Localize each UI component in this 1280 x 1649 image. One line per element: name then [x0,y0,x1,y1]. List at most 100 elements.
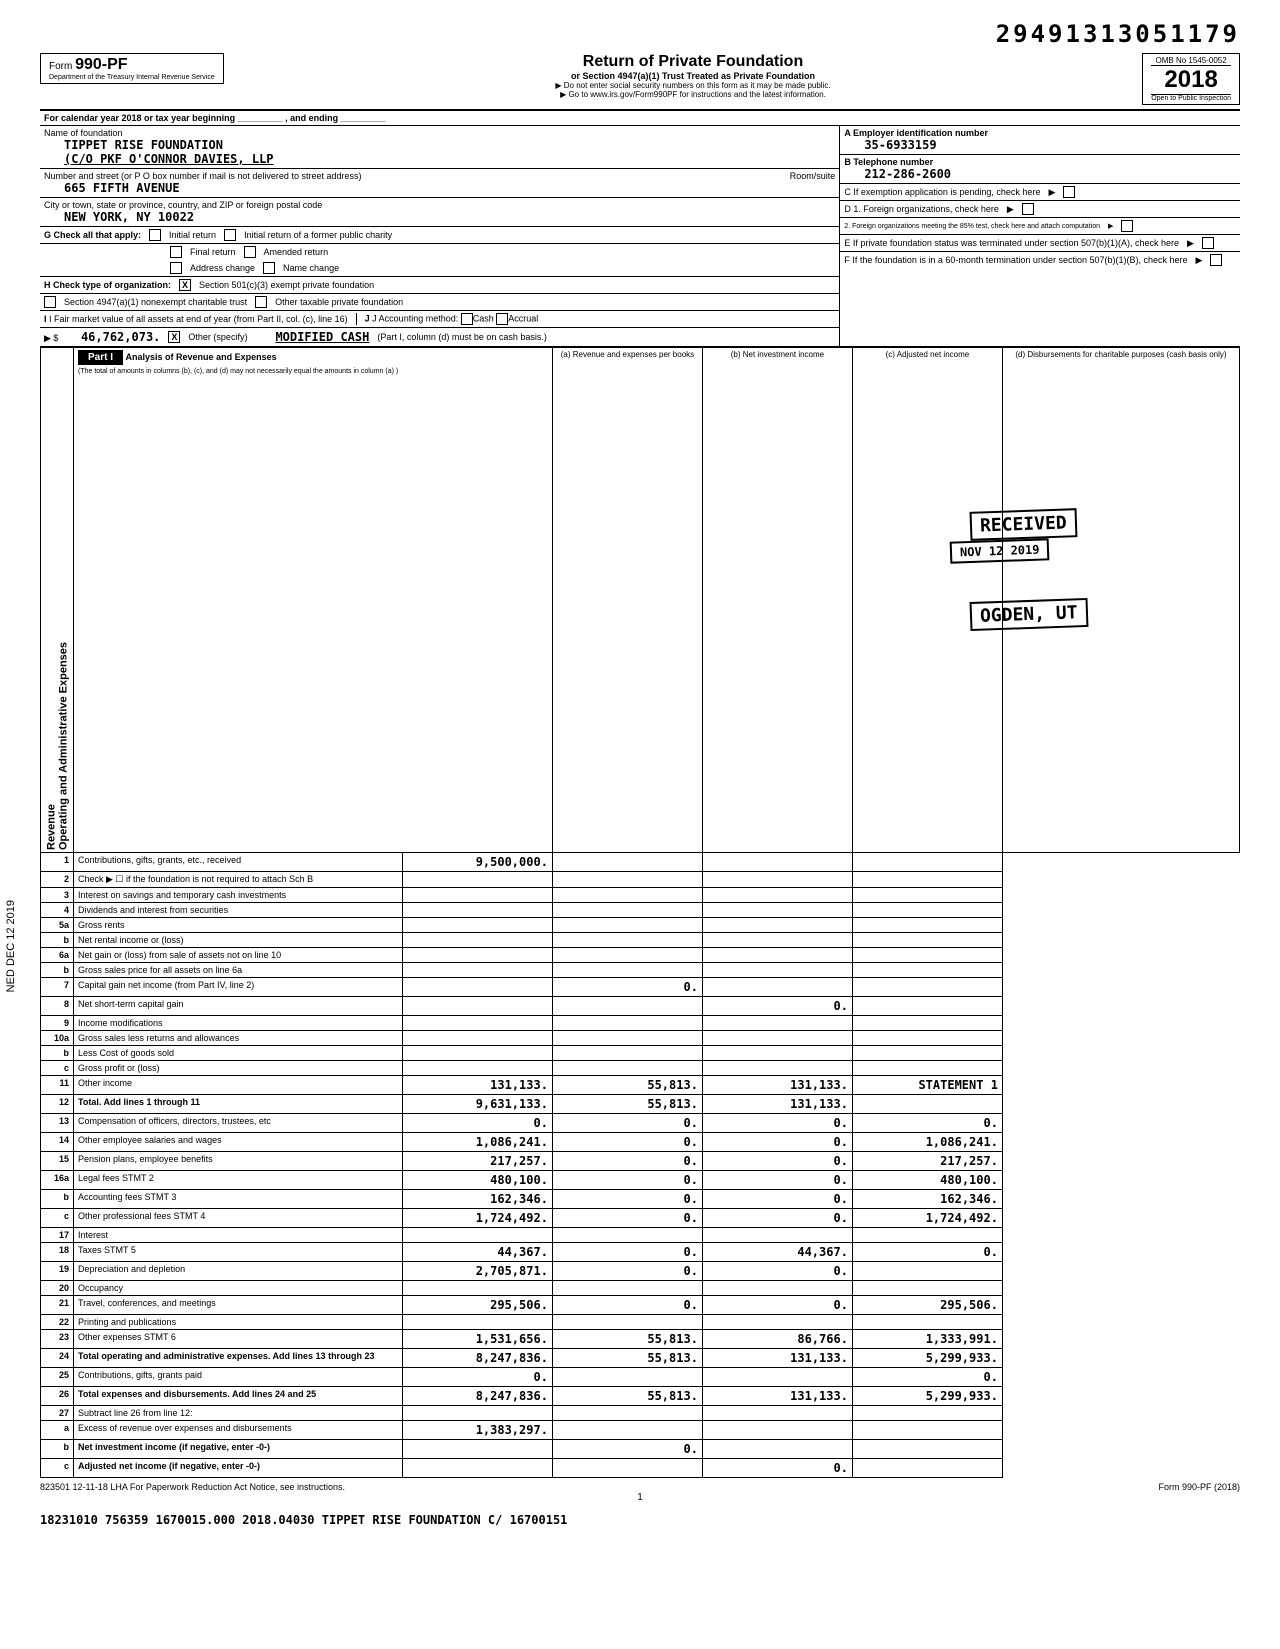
col-d-value [852,872,1002,888]
col-b-value [552,872,702,888]
col-d-value [852,1262,1002,1281]
col-b-value: 55,813. [552,1349,702,1368]
col-a-value [402,978,552,997]
col-a-value [402,933,552,948]
checkbox-accrual[interactable] [496,313,508,325]
table-row: cAdjusted net income (if negative, enter… [41,1459,1240,1478]
row-number: 19 [41,1262,74,1281]
tax-year: 2018 [1151,66,1231,94]
row-number: b [41,1046,74,1061]
table-row: bNet rental income or (loss) [41,933,1240,948]
col-a-value [402,918,552,933]
col-b-value [552,1406,702,1421]
col-c-value [702,1031,852,1046]
col-d-value [852,903,1002,918]
col-a-value [402,997,552,1016]
table-row: 15Pension plans, employee benefits217,25… [41,1152,1240,1171]
row-label: Gross sales less returns and allowances [74,1031,403,1046]
row-label: Gross rents [74,918,403,933]
col-a-value: 8,247,836. [402,1387,552,1406]
col-a-value [402,963,552,978]
col-a-value [402,1406,552,1421]
section-ij: I I Fair market value of all assets at e… [40,311,839,328]
col-d-value [852,1406,1002,1421]
col-b-header: (b) Net investment income [702,348,852,853]
row-label: Other employee salaries and wages [74,1133,403,1152]
col-b-value [552,1459,702,1478]
col-c-value: 0. [702,1133,852,1152]
row-number: 17 [41,1228,74,1243]
col-b-value [552,1421,702,1440]
omb-number: OMB No 1545-0052 [1151,56,1231,66]
row-label: Travel, conferences, and meetings [74,1296,403,1315]
table-row: 7Capital gain net income (from Part IV, … [41,978,1240,997]
col-b-value: 55,813. [552,1330,702,1349]
checkbox-e[interactable] [1202,237,1214,249]
col-c-value [702,1406,852,1421]
checkbox-d1[interactable] [1022,203,1034,215]
row-label: Other income [74,1076,403,1095]
row-label: Other expenses STMT 6 [74,1330,403,1349]
checkbox-former[interactable] [224,229,236,241]
col-b-value [552,1061,702,1076]
row-label: Printing and publications [74,1315,403,1330]
row-label: Total expenses and disbursements. Add li… [74,1387,403,1406]
checkbox-namechange[interactable] [263,262,275,274]
checkbox-address[interactable] [170,262,182,274]
col-c-value [702,903,852,918]
row-number: 16a [41,1171,74,1190]
name-cell: Name of foundation TIPPET RISE FOUNDATIO… [40,126,839,169]
col-b-value: 0. [552,1133,702,1152]
col-c-value [702,1440,852,1459]
checkbox-c[interactable] [1063,186,1075,198]
checkbox-501c3[interactable]: X [179,279,191,291]
col-a-value: 1,086,241. [402,1133,552,1152]
phone: 212-286-2600 [844,167,951,181]
row-label: Total operating and administrative expen… [74,1349,403,1368]
table-row: bAccounting fees STMT 3162,346.0.0.162,3… [41,1190,1240,1209]
checkbox-f[interactable] [1210,254,1222,266]
col-c-value [702,978,852,997]
row-label: Taxes STMT 5 [74,1243,403,1262]
col-d-value [852,918,1002,933]
col-c-value: 44,367. [702,1243,852,1262]
col-b-value [552,1368,702,1387]
col-d-value: 480,100. [852,1171,1002,1190]
checkbox-other-tax[interactable] [255,296,267,308]
col-d-value: 217,257. [852,1152,1002,1171]
table-row: 6aNet gain or (loss) from sale of assets… [41,948,1240,963]
col-a-value [402,888,552,903]
box-d2: 2. Foreign organizations meeting the 85%… [840,218,1240,235]
col-b-value: 55,813. [552,1387,702,1406]
row-label: Less Cost of goods sold [74,1046,403,1061]
table-row: 2Check ▶ ☐ if the foundation is not requ… [41,872,1240,888]
checkbox-other-method[interactable]: X [168,331,180,343]
col-c-value [702,918,852,933]
table-row: 10aGross sales less returns and allowanc… [41,1031,1240,1046]
col-d-value [852,853,1002,872]
box-a: A Employer identification number 35-6933… [840,126,1240,155]
form-dept: Department of the Treasury Internal Reve… [49,74,215,81]
row-label: Net rental income or (loss) [74,933,403,948]
checkbox-d2[interactable] [1121,220,1133,232]
row-label: Interest on savings and temporary cash i… [74,888,403,903]
row-number: 20 [41,1281,74,1296]
col-a-value: 162,346. [402,1190,552,1209]
box-e: E If private foundation status was termi… [840,235,1240,252]
checkbox-cash[interactable] [461,313,473,325]
date-stamp: NOV 12 2019 [950,538,1050,563]
form-note2: ▶ Go to www.irs.gov/Form990PF for instru… [244,90,1142,99]
part1-header: Part I [78,350,123,365]
checkbox-4947[interactable] [44,296,56,308]
row-number: 3 [41,888,74,903]
checkbox-final[interactable] [170,246,182,258]
checkbox-initial[interactable] [149,229,161,241]
col-b-value [552,997,702,1016]
col-a-value [402,903,552,918]
col-c-value: 0. [702,997,852,1016]
col-b-value [552,1031,702,1046]
col-a-value: 131,133. [402,1076,552,1095]
foundation-address: 665 FIFTH AVENUE [44,181,180,195]
col-a-value [402,1281,552,1296]
checkbox-amended[interactable] [244,246,256,258]
